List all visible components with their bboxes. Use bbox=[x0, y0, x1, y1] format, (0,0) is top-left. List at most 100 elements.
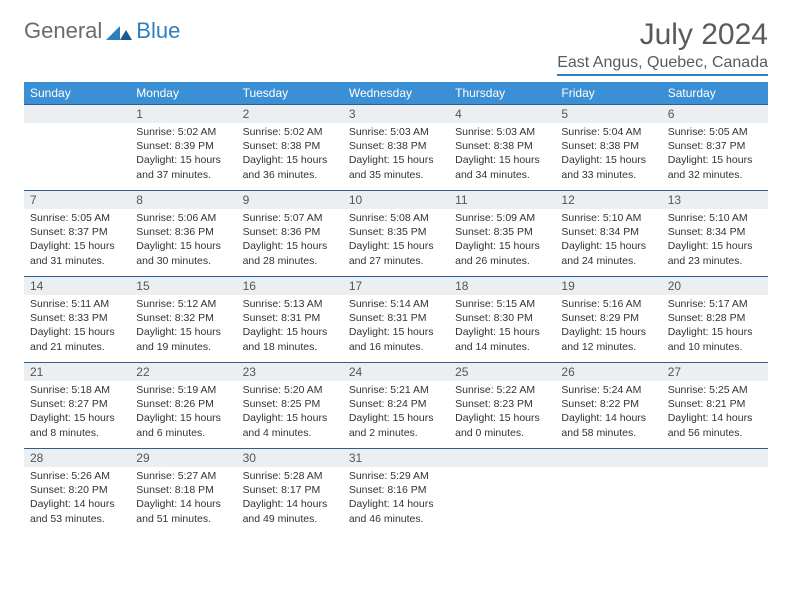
day-details: Sunrise: 5:10 AMSunset: 8:34 PMDaylight:… bbox=[555, 209, 661, 272]
day-number: 23 bbox=[237, 363, 343, 381]
weekday-header: Saturday bbox=[662, 82, 768, 105]
day-number: 20 bbox=[662, 277, 768, 295]
day-number: 6 bbox=[662, 105, 768, 123]
weekday-header: Sunday bbox=[24, 82, 130, 105]
calendar-day-cell bbox=[449, 449, 555, 535]
day-number: 19 bbox=[555, 277, 661, 295]
day-details: Sunrise: 5:09 AMSunset: 8:35 PMDaylight:… bbox=[449, 209, 555, 272]
calendar-day-cell: 19Sunrise: 5:16 AMSunset: 8:29 PMDayligh… bbox=[555, 277, 661, 363]
day-details: Sunrise: 5:03 AMSunset: 8:38 PMDaylight:… bbox=[343, 123, 449, 186]
calendar-week-row: 21Sunrise: 5:18 AMSunset: 8:27 PMDayligh… bbox=[24, 363, 768, 449]
day-number bbox=[24, 105, 130, 123]
calendar-day-cell: 26Sunrise: 5:24 AMSunset: 8:22 PMDayligh… bbox=[555, 363, 661, 449]
calendar-day-cell bbox=[555, 449, 661, 535]
logo: General Blue bbox=[24, 18, 180, 44]
calendar-day-cell: 13Sunrise: 5:10 AMSunset: 8:34 PMDayligh… bbox=[662, 191, 768, 277]
day-number: 5 bbox=[555, 105, 661, 123]
day-number: 12 bbox=[555, 191, 661, 209]
calendar-day-cell: 4Sunrise: 5:03 AMSunset: 8:38 PMDaylight… bbox=[449, 105, 555, 191]
day-details: Sunrise: 5:13 AMSunset: 8:31 PMDaylight:… bbox=[237, 295, 343, 358]
calendar-week-row: 14Sunrise: 5:11 AMSunset: 8:33 PMDayligh… bbox=[24, 277, 768, 363]
day-details: Sunrise: 5:05 AMSunset: 8:37 PMDaylight:… bbox=[662, 123, 768, 186]
weekday-header: Wednesday bbox=[343, 82, 449, 105]
day-details: Sunrise: 5:07 AMSunset: 8:36 PMDaylight:… bbox=[237, 209, 343, 272]
day-details: Sunrise: 5:18 AMSunset: 8:27 PMDaylight:… bbox=[24, 381, 130, 444]
day-number: 2 bbox=[237, 105, 343, 123]
day-number: 8 bbox=[130, 191, 236, 209]
calendar-day-cell: 25Sunrise: 5:22 AMSunset: 8:23 PMDayligh… bbox=[449, 363, 555, 449]
calendar-day-cell bbox=[24, 105, 130, 191]
calendar-day-cell: 30Sunrise: 5:28 AMSunset: 8:17 PMDayligh… bbox=[237, 449, 343, 535]
calendar-day-cell: 17Sunrise: 5:14 AMSunset: 8:31 PMDayligh… bbox=[343, 277, 449, 363]
day-details: Sunrise: 5:10 AMSunset: 8:34 PMDaylight:… bbox=[662, 209, 768, 272]
day-details: Sunrise: 5:16 AMSunset: 8:29 PMDaylight:… bbox=[555, 295, 661, 358]
calendar-week-row: 1Sunrise: 5:02 AMSunset: 8:39 PMDaylight… bbox=[24, 105, 768, 191]
page-header: General Blue July 2024 East Angus, Quebe… bbox=[24, 18, 768, 76]
day-details: Sunrise: 5:12 AMSunset: 8:32 PMDaylight:… bbox=[130, 295, 236, 358]
day-number: 14 bbox=[24, 277, 130, 295]
day-number bbox=[555, 449, 661, 467]
day-details: Sunrise: 5:03 AMSunset: 8:38 PMDaylight:… bbox=[449, 123, 555, 186]
logo-mark-icon bbox=[106, 22, 132, 40]
day-details: Sunrise: 5:26 AMSunset: 8:20 PMDaylight:… bbox=[24, 467, 130, 530]
calendar-day-cell: 14Sunrise: 5:11 AMSunset: 8:33 PMDayligh… bbox=[24, 277, 130, 363]
day-number: 3 bbox=[343, 105, 449, 123]
calendar-day-cell: 10Sunrise: 5:08 AMSunset: 8:35 PMDayligh… bbox=[343, 191, 449, 277]
day-details: Sunrise: 5:25 AMSunset: 8:21 PMDaylight:… bbox=[662, 381, 768, 444]
day-number: 4 bbox=[449, 105, 555, 123]
day-details: Sunrise: 5:02 AMSunset: 8:39 PMDaylight:… bbox=[130, 123, 236, 186]
calendar-day-cell: 12Sunrise: 5:10 AMSunset: 8:34 PMDayligh… bbox=[555, 191, 661, 277]
day-details: Sunrise: 5:22 AMSunset: 8:23 PMDaylight:… bbox=[449, 381, 555, 444]
day-details: Sunrise: 5:14 AMSunset: 8:31 PMDaylight:… bbox=[343, 295, 449, 358]
day-number: 22 bbox=[130, 363, 236, 381]
day-details: Sunrise: 5:20 AMSunset: 8:25 PMDaylight:… bbox=[237, 381, 343, 444]
calendar-day-cell: 28Sunrise: 5:26 AMSunset: 8:20 PMDayligh… bbox=[24, 449, 130, 535]
calendar-week-row: 7Sunrise: 5:05 AMSunset: 8:37 PMDaylight… bbox=[24, 191, 768, 277]
day-details: Sunrise: 5:11 AMSunset: 8:33 PMDaylight:… bbox=[24, 295, 130, 358]
month-title: July 2024 bbox=[557, 18, 768, 52]
day-number bbox=[449, 449, 555, 467]
calendar-day-cell: 11Sunrise: 5:09 AMSunset: 8:35 PMDayligh… bbox=[449, 191, 555, 277]
day-details: Sunrise: 5:05 AMSunset: 8:37 PMDaylight:… bbox=[24, 209, 130, 272]
day-details: Sunrise: 5:17 AMSunset: 8:28 PMDaylight:… bbox=[662, 295, 768, 358]
calendar-day-cell: 24Sunrise: 5:21 AMSunset: 8:24 PMDayligh… bbox=[343, 363, 449, 449]
day-number: 31 bbox=[343, 449, 449, 467]
calendar-day-cell: 9Sunrise: 5:07 AMSunset: 8:36 PMDaylight… bbox=[237, 191, 343, 277]
day-number: 10 bbox=[343, 191, 449, 209]
day-details: Sunrise: 5:02 AMSunset: 8:38 PMDaylight:… bbox=[237, 123, 343, 186]
calendar-week-row: 28Sunrise: 5:26 AMSunset: 8:20 PMDayligh… bbox=[24, 449, 768, 535]
day-details: Sunrise: 5:21 AMSunset: 8:24 PMDaylight:… bbox=[343, 381, 449, 444]
weekday-header: Monday bbox=[130, 82, 236, 105]
calendar-day-cell: 18Sunrise: 5:15 AMSunset: 8:30 PMDayligh… bbox=[449, 277, 555, 363]
calendar-table: SundayMondayTuesdayWednesdayThursdayFrid… bbox=[24, 82, 768, 535]
day-number: 17 bbox=[343, 277, 449, 295]
day-details: Sunrise: 5:27 AMSunset: 8:18 PMDaylight:… bbox=[130, 467, 236, 530]
day-number: 15 bbox=[130, 277, 236, 295]
calendar-day-cell: 29Sunrise: 5:27 AMSunset: 8:18 PMDayligh… bbox=[130, 449, 236, 535]
day-number bbox=[662, 449, 768, 467]
day-details: Sunrise: 5:24 AMSunset: 8:22 PMDaylight:… bbox=[555, 381, 661, 444]
calendar-day-cell bbox=[662, 449, 768, 535]
calendar-day-cell: 21Sunrise: 5:18 AMSunset: 8:27 PMDayligh… bbox=[24, 363, 130, 449]
day-details: Sunrise: 5:29 AMSunset: 8:16 PMDaylight:… bbox=[343, 467, 449, 530]
weekday-header: Friday bbox=[555, 82, 661, 105]
day-number: 27 bbox=[662, 363, 768, 381]
day-number: 1 bbox=[130, 105, 236, 123]
calendar-day-cell: 1Sunrise: 5:02 AMSunset: 8:39 PMDaylight… bbox=[130, 105, 236, 191]
logo-text-blue: Blue bbox=[136, 18, 180, 44]
calendar-day-cell: 8Sunrise: 5:06 AMSunset: 8:36 PMDaylight… bbox=[130, 191, 236, 277]
day-number: 28 bbox=[24, 449, 130, 467]
calendar-day-cell: 23Sunrise: 5:20 AMSunset: 8:25 PMDayligh… bbox=[237, 363, 343, 449]
day-number: 30 bbox=[237, 449, 343, 467]
day-number: 9 bbox=[237, 191, 343, 209]
calendar-day-cell: 20Sunrise: 5:17 AMSunset: 8:28 PMDayligh… bbox=[662, 277, 768, 363]
calendar-body: 1Sunrise: 5:02 AMSunset: 8:39 PMDaylight… bbox=[24, 105, 768, 535]
weekday-header: Tuesday bbox=[237, 82, 343, 105]
day-number: 29 bbox=[130, 449, 236, 467]
weekday-header: Thursday bbox=[449, 82, 555, 105]
title-block: July 2024 East Angus, Quebec, Canada bbox=[557, 18, 768, 76]
day-details: Sunrise: 5:19 AMSunset: 8:26 PMDaylight:… bbox=[130, 381, 236, 444]
day-details: Sunrise: 5:15 AMSunset: 8:30 PMDaylight:… bbox=[449, 295, 555, 358]
day-number: 11 bbox=[449, 191, 555, 209]
day-number: 16 bbox=[237, 277, 343, 295]
